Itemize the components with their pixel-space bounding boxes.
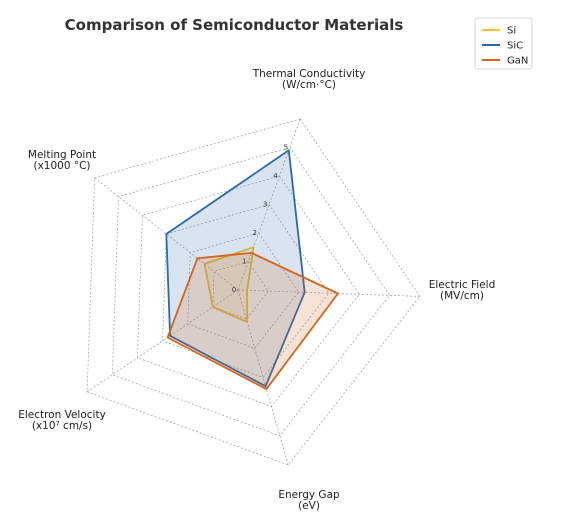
series-layer (165, 149, 339, 391)
axis-label-3: (x10⁷ cm/s) (32, 420, 92, 432)
axis-label-0: (W/cm·°C) (282, 79, 336, 91)
axis-label-0: Thermal Conductivity (252, 68, 366, 80)
radial-tick-label: 1 (242, 258, 246, 266)
grid-ring (111, 147, 391, 437)
radial-tick-label: 4 (273, 172, 278, 180)
axis-label-3: Electron Velocity (18, 409, 106, 421)
grid-ring (137, 175, 360, 408)
legend-label-sic: SiC (507, 41, 523, 52)
grid (86, 118, 421, 466)
radial-tick-label: 5 (284, 144, 288, 152)
series-sic-polygon (165, 149, 306, 388)
radial-tick-label: 0 (232, 286, 236, 294)
axis-label-1: Electric Field (429, 279, 495, 291)
radial-tick-label: 3 (263, 201, 267, 209)
chart-title: Comparison of Semiconductor Materials (65, 16, 404, 34)
tick-labels: 0 1 2 3 4 5 (232, 144, 288, 295)
grid-ring (162, 204, 330, 378)
axis-label-4: (x1000 °C) (33, 160, 90, 172)
radial-tick-label: 2 (252, 229, 256, 237)
series-si-polygon (203, 246, 255, 324)
axis-label-2: (eV) (298, 500, 320, 512)
grid-ring (212, 261, 269, 320)
grid-ring (187, 232, 300, 349)
axis-labels: Thermal Conductivity(W/cm·°C) Electric Fi… (18, 68, 495, 512)
axis-label-2: Energy Gap (278, 489, 340, 501)
legend: Si SiC GaN (474, 17, 533, 70)
legend-label-gan: GaN (507, 56, 528, 67)
legend-label-si: Si (507, 26, 516, 37)
series-gan-polygon (166, 251, 339, 391)
axis-label-1: (MV/cm) (440, 290, 484, 302)
axis-label-4: Melting Point (28, 149, 96, 161)
